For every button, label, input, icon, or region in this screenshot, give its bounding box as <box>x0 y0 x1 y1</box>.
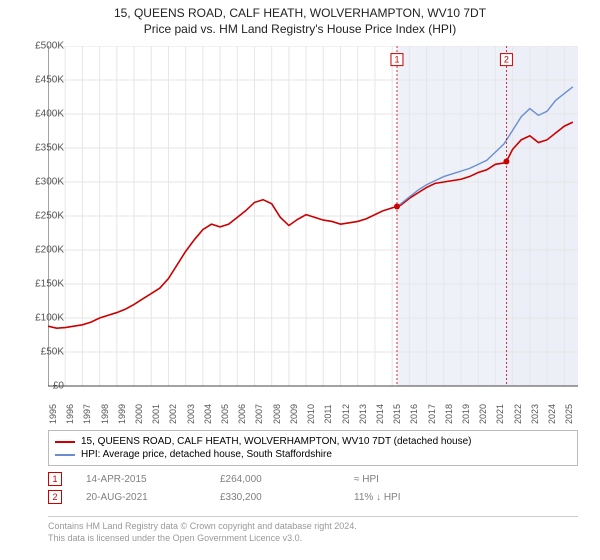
footer-line-2: This data is licensed under the Open Gov… <box>48 533 578 545</box>
x-tick-label: 2005 <box>220 404 230 424</box>
sales-table: 1 14-APR-2015 £264,000 ≈ HPI 2 20-AUG-20… <box>48 470 578 506</box>
y-tick-label: £200K <box>35 245 64 256</box>
chart-title-1: 15, QUEENS ROAD, CALF HEATH, WOLVERHAMPT… <box>0 6 600 20</box>
x-tick-label: 2004 <box>203 404 213 424</box>
x-tick-label: 2017 <box>427 404 437 424</box>
x-tick-label: 2021 <box>495 404 505 424</box>
x-tick-label: 1999 <box>117 404 127 424</box>
x-tick-label: 2001 <box>151 404 161 424</box>
footer: Contains HM Land Registry data © Crown c… <box>48 516 578 544</box>
x-tick-label: 2012 <box>341 404 351 424</box>
x-tick-label: 2006 <box>237 404 247 424</box>
x-tick-label: 1995 <box>48 404 58 424</box>
x-tick-label: 2025 <box>564 404 574 424</box>
sale-price-1: £264,000 <box>220 474 330 485</box>
x-tick-label: 2015 <box>392 404 402 424</box>
x-tick-label: 2024 <box>547 404 557 424</box>
x-tick-label: 1998 <box>100 404 110 424</box>
x-tick-label: 2007 <box>254 404 264 424</box>
x-tick-label: 2023 <box>530 404 540 424</box>
y-tick-label: £400K <box>35 109 64 120</box>
sale-price-2: £330,200 <box>220 492 330 503</box>
x-tick-label: 2014 <box>375 404 385 424</box>
table-row: 2 20-AUG-2021 £330,200 11% ↓ HPI <box>48 488 578 506</box>
y-tick-label: £350K <box>35 143 64 154</box>
y-tick-label: £50K <box>41 347 64 358</box>
x-tick-label: 1997 <box>82 404 92 424</box>
x-tick-label: 2013 <box>358 404 368 424</box>
footer-line-1: Contains HM Land Registry data © Crown c… <box>48 521 578 533</box>
x-tick-label: 2022 <box>513 404 523 424</box>
x-tick-label: 2011 <box>323 404 333 423</box>
y-tick-label: £250K <box>35 211 64 222</box>
sale-date-1: 14-APR-2015 <box>86 474 196 485</box>
x-tick-label: 2009 <box>289 404 299 424</box>
sale-diff-2: 11% ↓ HPI <box>354 492 464 503</box>
x-tick-label: 2010 <box>306 404 316 424</box>
x-tick-label: 2019 <box>461 404 471 424</box>
sale-diff-1: ≈ HPI <box>354 474 464 485</box>
sale-date-2: 20-AUG-2021 <box>86 492 196 503</box>
x-tick-label: 2016 <box>409 404 419 424</box>
chart-title-2: Price paid vs. HM Land Registry's House … <box>0 22 600 36</box>
x-tick-label: 2020 <box>478 404 488 424</box>
x-tick-label: 2003 <box>186 404 196 424</box>
sale-marker-1: 1 <box>48 472 62 486</box>
y-tick-label: £150K <box>35 279 64 290</box>
svg-text:1: 1 <box>394 55 399 65</box>
legend-label-2: HPI: Average price, detached house, Sout… <box>81 449 332 460</box>
legend: 15, QUEENS ROAD, CALF HEATH, WOLVERHAMPT… <box>48 430 578 466</box>
y-tick-label: £500K <box>35 41 64 52</box>
x-tick-label: 2008 <box>272 404 282 424</box>
svg-text:2: 2 <box>504 55 509 65</box>
table-row: 1 14-APR-2015 £264,000 ≈ HPI <box>48 470 578 488</box>
x-tick-label: 2018 <box>444 404 454 424</box>
x-tick-label: 2000 <box>134 404 144 424</box>
x-tick-label: 2002 <box>168 404 178 424</box>
legend-swatch-1 <box>55 441 75 443</box>
line-chart: 12 <box>48 46 578 416</box>
y-tick-label: £450K <box>35 75 64 86</box>
legend-swatch-2 <box>55 454 75 456</box>
y-tick-label: £300K <box>35 177 64 188</box>
sale-marker-2: 2 <box>48 490 62 504</box>
legend-label-1: 15, QUEENS ROAD, CALF HEATH, WOLVERHAMPT… <box>81 436 472 447</box>
y-tick-label: £100K <box>35 313 64 324</box>
x-tick-label: 1996 <box>65 404 75 424</box>
y-tick-label: £0 <box>53 381 64 392</box>
